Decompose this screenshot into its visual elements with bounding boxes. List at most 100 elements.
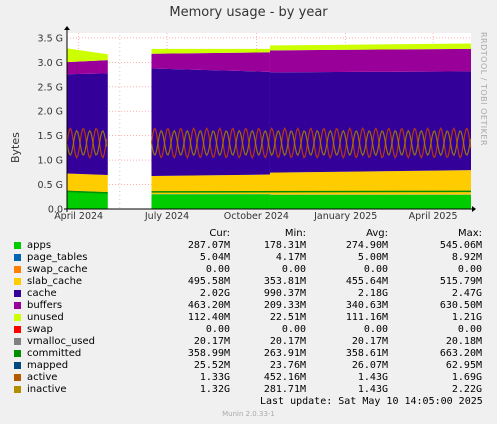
legend-swatch	[14, 266, 21, 273]
area-buffers	[269, 48, 471, 73]
y-tick-label: 1.5 G	[38, 131, 64, 142]
legend-avg: 0.00	[363, 264, 388, 275]
legend-label: mapped	[27, 360, 69, 371]
area-unused	[67, 48, 108, 63]
legend-avg: 5.00M	[357, 252, 388, 263]
legend-label: page_tables	[27, 252, 88, 263]
legend-min: 0.00	[281, 324, 306, 335]
legend-swatch	[14, 338, 21, 345]
area-buffers	[151, 52, 270, 72]
legend-cur: 495.58M	[187, 276, 230, 287]
legend-row-unused: unused 112.40M 22.51M 111.16M 1.21G	[12, 312, 482, 324]
legend-max: 8.92M	[451, 252, 482, 263]
area-unused	[269, 43, 471, 51]
col-avg: Avg:	[366, 228, 388, 239]
line-committed	[66, 190, 108, 194]
last-update: Last update: Sat May 10 14:05:00 2025	[260, 396, 483, 407]
stacked-areas	[67, 43, 471, 209]
legend-swatch	[14, 386, 21, 393]
area-cache	[67, 73, 108, 176]
legend-row-active: active 1.33G 452.16M 1.43G 1.69G	[12, 372, 482, 384]
x-tick-label: October 2024	[224, 211, 289, 222]
legend-avg: 1.43G	[357, 384, 388, 395]
area-apps	[269, 194, 471, 209]
x-tick-label: January 2025	[313, 211, 377, 222]
y-tick-label: 3.5 G	[38, 33, 64, 44]
line-inactive	[66, 129, 108, 156]
legend-min: 23.76M	[269, 360, 306, 371]
legend-row-inactive: inactive 1.32G 281.71M 1.43G 2.22G	[12, 384, 482, 396]
x-ticks: April 2024 July 2024 October 2024 January 2…	[54, 211, 457, 222]
legend-min: 353.81M	[263, 276, 306, 287]
legend-label: swap	[27, 324, 53, 335]
legend-cur: 0.00	[205, 324, 230, 335]
legend-label: apps	[27, 240, 52, 251]
x-tick-label: April 2025	[409, 211, 458, 222]
legend-avg: 1.43G	[357, 372, 388, 383]
legend-max: 0.00	[457, 264, 482, 275]
legend-max: 545.06M	[439, 240, 482, 251]
legend-swatch	[14, 254, 21, 261]
legend-table: Cur: Min: Avg: Max: apps 287.07M 178.31M 27…	[12, 228, 482, 396]
rrdtool-watermark: RRDTOOL / TOBI OETIKER	[479, 32, 488, 147]
legend-row-apps: apps 287.07M 178.31M 274.90M 545.06M	[12, 240, 482, 252]
legend-swatch	[14, 350, 21, 357]
col-max: Max:	[457, 228, 482, 239]
legend-min: 281.71M	[263, 384, 306, 395]
legend-label: swap_cache	[27, 264, 88, 275]
legend-max: 2.22G	[451, 384, 482, 395]
legend-avg: 358.61M	[345, 348, 388, 359]
legend-max: 20.18M	[445, 336, 482, 347]
area-cache	[269, 71, 471, 173]
legend-cur: 1.33G	[199, 372, 230, 383]
legend-avg: 26.07M	[351, 360, 388, 371]
legend-cur: 25.52M	[193, 360, 230, 371]
legend-max: 630.50M	[439, 300, 482, 311]
x-axis-arrow	[472, 206, 476, 212]
area-cache	[151, 68, 270, 176]
legend-cur: 5.04M	[199, 252, 230, 263]
legend-avg: 20.17M	[351, 336, 388, 347]
legend-row-cache: cache 2.02G 990.37M 2.18G 2.47G	[12, 288, 482, 300]
legend-label: active	[27, 372, 58, 383]
legend-row-committed: committed 358.99M 263.91M 358.61M 663.20M	[12, 348, 482, 360]
legend-header: Cur: Min: Avg: Max:	[12, 228, 482, 240]
legend-label: committed	[27, 348, 82, 359]
legend-rows: apps 287.07M 178.31M 274.90M 545.06M page_tab…	[12, 240, 482, 396]
y-tick-label: 2.5 G	[38, 82, 64, 93]
legend-avg: 2.18G	[357, 288, 388, 299]
x-tick-label: April 2024	[54, 211, 103, 222]
legend-cur: 2.02G	[199, 288, 230, 299]
y-tick-label: 1.0 G	[38, 156, 64, 167]
legend-max: 515.79M	[439, 276, 482, 287]
legend-max: 2.47G	[451, 288, 482, 299]
area-apps	[67, 190, 108, 209]
area-slab-cache	[151, 174, 270, 195]
series-lines	[66, 126, 472, 194]
legend-avg: 274.90M	[345, 240, 388, 251]
legend-row-slab-cache: slab_cache 495.58M 353.81M 455.64M 515.79M	[12, 276, 482, 288]
munin-version: Munin 2.0.33-1	[222, 410, 275, 418]
legend-cur: 0.00	[205, 264, 230, 275]
legend-cur: 1.32G	[199, 384, 230, 395]
legend-label: unused	[27, 312, 64, 323]
legend-row-vmalloc-used: vmalloc_used 20.17M 20.17M 20.17M 20.18M	[12, 336, 482, 348]
y-tick-label: 0.0	[48, 205, 63, 216]
y-ticks: 0.0 0.5 G 1.0 G 1.5 G 2.0 G 2.5 G 3.0 G 3.5 G	[38, 33, 64, 215]
legend-avg: 111.16M	[345, 312, 388, 323]
legend-min: 990.37M	[263, 288, 306, 299]
legend-cur: 20.17M	[193, 336, 230, 347]
y-tick-label: 3.0 G	[38, 58, 64, 69]
legend-swatch	[14, 302, 21, 309]
legend-row-buffers: buffers 463.20M 209.33M 340.63M 630.50M	[12, 300, 482, 312]
legend-max: 1.21G	[451, 312, 482, 323]
memory-area-chart: 0.0 0.5 G 1.0 G 1.5 G 2.0 G 2.5 G 3.0 G 3.5 G A…	[38, 26, 476, 222]
legend-label: inactive	[27, 384, 67, 395]
legend-label: slab_cache	[27, 276, 83, 287]
legend-min: 4.17M	[275, 252, 306, 263]
legend-min: 20.17M	[269, 336, 306, 347]
legend-swatch	[14, 242, 21, 249]
legend-swatch	[14, 374, 21, 381]
legend-max: 0.00	[457, 324, 482, 335]
legend-label: vmalloc_used	[27, 336, 96, 347]
